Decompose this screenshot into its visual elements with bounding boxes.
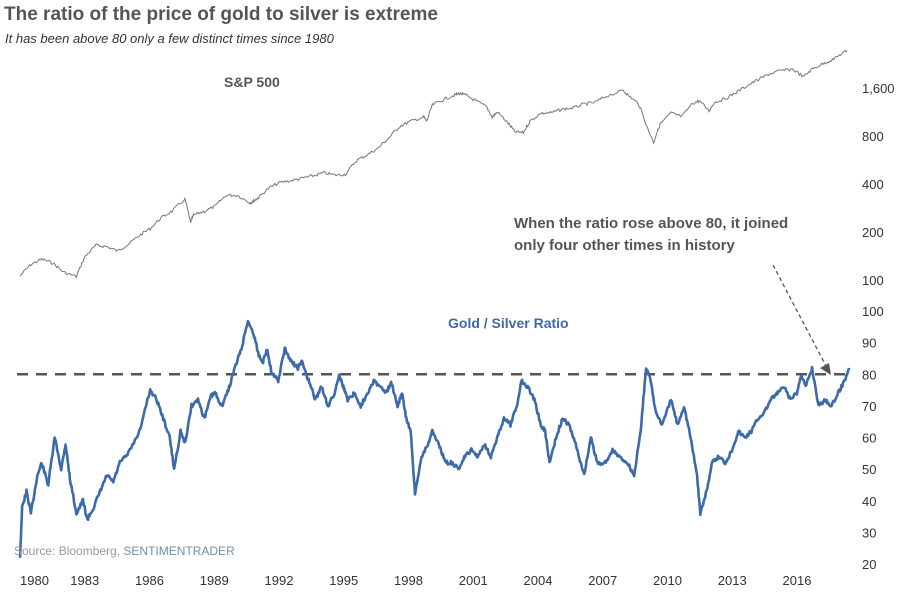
ratio-y-tick-label: 20 [862, 557, 876, 572]
sp500-y-tick-label: 1,600 [862, 81, 895, 96]
x-axis: 1980 1983 1986 1989 1992 1995 1998 2001 2004 2007… [20, 573, 811, 588]
source-note: Source: Bloomberg, SENTIMENTRADER [14, 544, 235, 558]
x-tick-label: 2016 [783, 573, 812, 588]
x-tick-label: 1992 [265, 573, 294, 588]
gold-silver-ratio-series-line [18, 319, 851, 558]
chart-subtitle: It has been above 80 only a few distinct… [5, 31, 334, 46]
x-tick-label: 1980 [20, 573, 49, 588]
ratio-y-tick-label: 90 [862, 336, 876, 351]
ratio-y-axis: 20 30 40 50 60 70 80 90 100 [862, 304, 884, 572]
ratio-y-tick-label: 70 [862, 399, 876, 414]
ratio-y-tick-label: 30 [862, 525, 876, 540]
ratio-y-tick-label: 80 [862, 367, 876, 382]
x-tick-label: 1986 [135, 573, 164, 588]
x-tick-label: 1995 [329, 573, 358, 588]
ratio-y-tick-label: 40 [862, 494, 876, 509]
sp500-label: S&P 500 [224, 74, 280, 90]
ratio-label: Gold / Silver Ratio [448, 315, 569, 331]
sp500-y-tick-label: 100 [862, 273, 884, 288]
sp500-series-line [19, 49, 848, 279]
sp500-y-axis: 100 200 400 800 1,600 [862, 81, 895, 288]
source-prefix: Source: Bloomberg, [14, 544, 124, 558]
chart-title: The ratio of the price of gold to silver… [4, 4, 438, 25]
ratio-y-tick-label: 60 [862, 431, 876, 446]
x-tick-label: 2007 [588, 573, 617, 588]
x-tick-label: 1983 [70, 573, 99, 588]
source-brand: SENTIMENTRADER [123, 544, 235, 558]
sp500-y-tick-label: 800 [862, 129, 884, 144]
x-tick-label: 2013 [718, 573, 747, 588]
ratio-y-tick-label: 50 [862, 462, 876, 477]
annotation-arrowhead [820, 363, 831, 375]
x-tick-label: 2010 [653, 573, 682, 588]
annotation-line-1: When the ratio rose above 80, it joined [514, 215, 788, 232]
annotation-arrow [772, 264, 827, 367]
x-tick-label: 2004 [524, 573, 553, 588]
annotation-line-2: only four other times in history [514, 237, 736, 254]
x-tick-label: 1998 [394, 573, 423, 588]
sp500-y-tick-label: 200 [862, 225, 884, 240]
x-tick-label: 1989 [200, 573, 229, 588]
ratio-y-tick-label: 100 [862, 304, 884, 319]
sp500-y-tick-label: 400 [862, 177, 884, 192]
x-tick-label: 2001 [459, 573, 488, 588]
